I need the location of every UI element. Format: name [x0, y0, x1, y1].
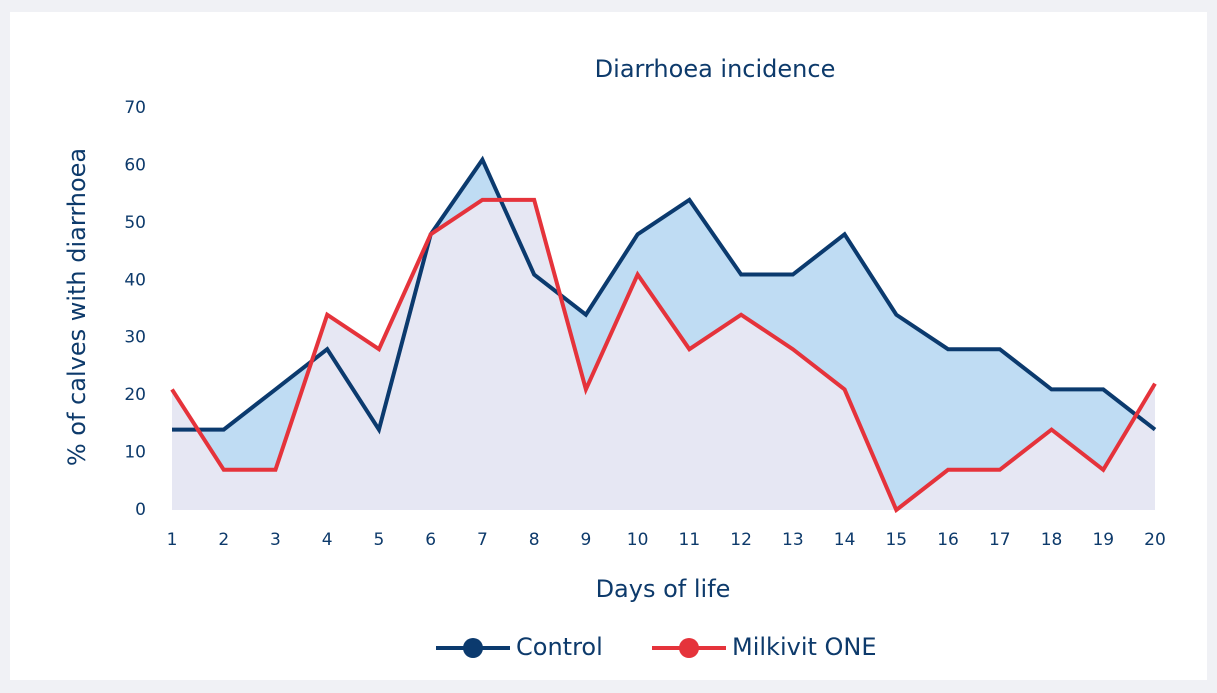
legend-label: Control [516, 633, 603, 661]
x-tick-label: 8 [529, 530, 540, 550]
x-tick-label: 12 [730, 530, 752, 550]
x-tick-label: 7 [477, 530, 488, 550]
y-tick-label: 50 [124, 213, 146, 233]
line [172, 155, 1157, 435]
x-tick-label: 16 [937, 530, 959, 550]
legend-marker [679, 638, 699, 658]
x-tick-label: 6 [425, 530, 436, 550]
y-tick-label: 70 [124, 98, 146, 118]
x-tick-label: 18 [1041, 530, 1063, 550]
x-tick-label: 3 [270, 530, 281, 550]
y-tick-label: 20 [124, 385, 146, 405]
line [170, 197, 1157, 514]
x-tick-label: 11 [679, 530, 701, 550]
y-tick-label: 0 [135, 500, 146, 520]
x-tick-label: 19 [1092, 530, 1114, 550]
y-tick-label: 60 [124, 155, 146, 175]
legend-label: Milkivit ONE [732, 633, 877, 661]
x-tick-label: 17 [989, 530, 1011, 550]
x-tick-label: 5 [374, 530, 385, 550]
x-tick-label: 2 [218, 530, 229, 550]
x-tick-label: 20 [1144, 530, 1166, 550]
y-tick-label: 40 [124, 270, 146, 290]
y-axis-label: % of calves with diarrhoea [63, 148, 91, 466]
x-tick-label: 4 [322, 530, 333, 550]
chart-title: Diarrhoea incidence [595, 55, 836, 83]
y-tick-label: 30 [124, 328, 146, 348]
x-tick-label: 10 [627, 530, 649, 550]
x-tick-label: 15 [885, 530, 907, 550]
x-tick-label: 14 [834, 530, 856, 550]
x-axis-label: Days of life [596, 575, 731, 603]
x-tick-label: 9 [580, 530, 591, 550]
x-tick-label: 1 [167, 530, 178, 550]
legend-marker [463, 638, 483, 658]
y-tick-label: 10 [124, 443, 146, 463]
x-tick-label: 13 [782, 530, 804, 550]
